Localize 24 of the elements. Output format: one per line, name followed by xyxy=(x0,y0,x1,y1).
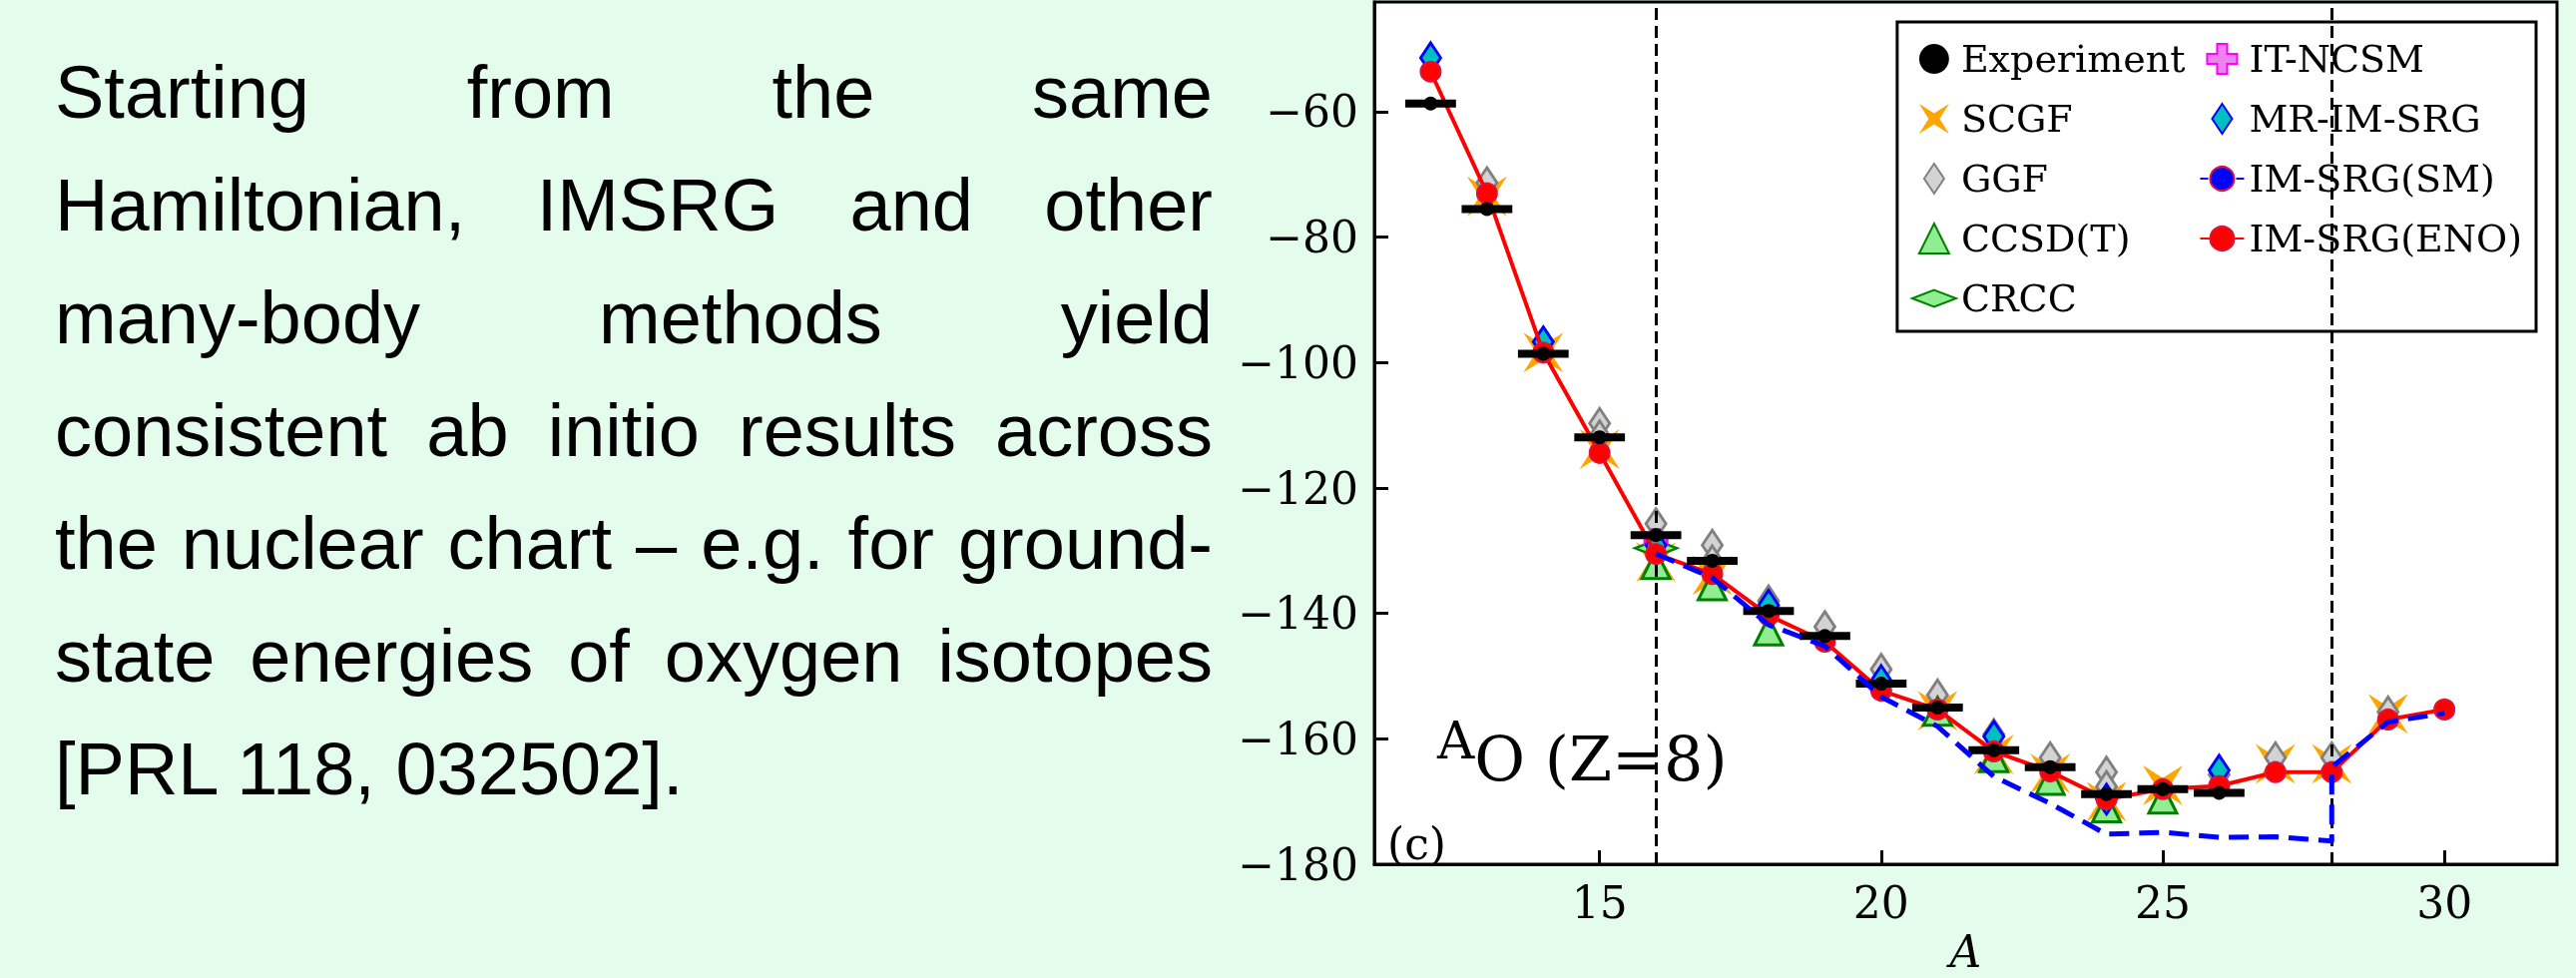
legend-label: CCSD(T) xyxy=(1960,217,2131,260)
legend-label: IT-NCSM xyxy=(2249,37,2425,81)
legend-label: CRCC xyxy=(1960,276,2077,320)
legend-label: Experiment xyxy=(1960,37,2186,81)
text: Starting from the same Hamiltonian, IMSRG and other many-body methods yield consistent ab initio results across the nuclear chart – e.g. for ground-state energies of oxygen isotopes [PRL 118, 032502]. xyxy=(55,50,1213,812)
y-tick-label: −80 xyxy=(1266,212,1358,263)
legend-label: IM-SRG(SM) xyxy=(2249,157,2495,201)
legend-label: IM-SRG(ENO) xyxy=(2249,217,2523,260)
x-tick-label: 25 xyxy=(2135,876,2191,928)
y-tick-label: −180 xyxy=(1238,838,1358,890)
y-tick-label: −140 xyxy=(1238,588,1358,640)
x-tick-label: 30 xyxy=(2416,876,2473,928)
y-tick-label: −160 xyxy=(1238,713,1358,764)
legend-label: GGF xyxy=(1960,157,2048,201)
annotation: $^{A}$O (Z=8) xyxy=(1437,711,1728,795)
x-tick-label: 15 xyxy=(1571,876,1628,928)
y-tick-label: −100 xyxy=(1238,336,1358,388)
legend-label: MR-IM-SRG xyxy=(2249,97,2481,141)
annotation: (c) xyxy=(1387,818,1446,869)
y-tick-label: −120 xyxy=(1238,462,1358,514)
x-tick-label: 20 xyxy=(1852,876,1909,928)
y-tick-label: −60 xyxy=(1266,86,1358,138)
x-axis-title: A xyxy=(1945,925,1982,977)
legend-label: SCGF xyxy=(1960,97,2073,141)
